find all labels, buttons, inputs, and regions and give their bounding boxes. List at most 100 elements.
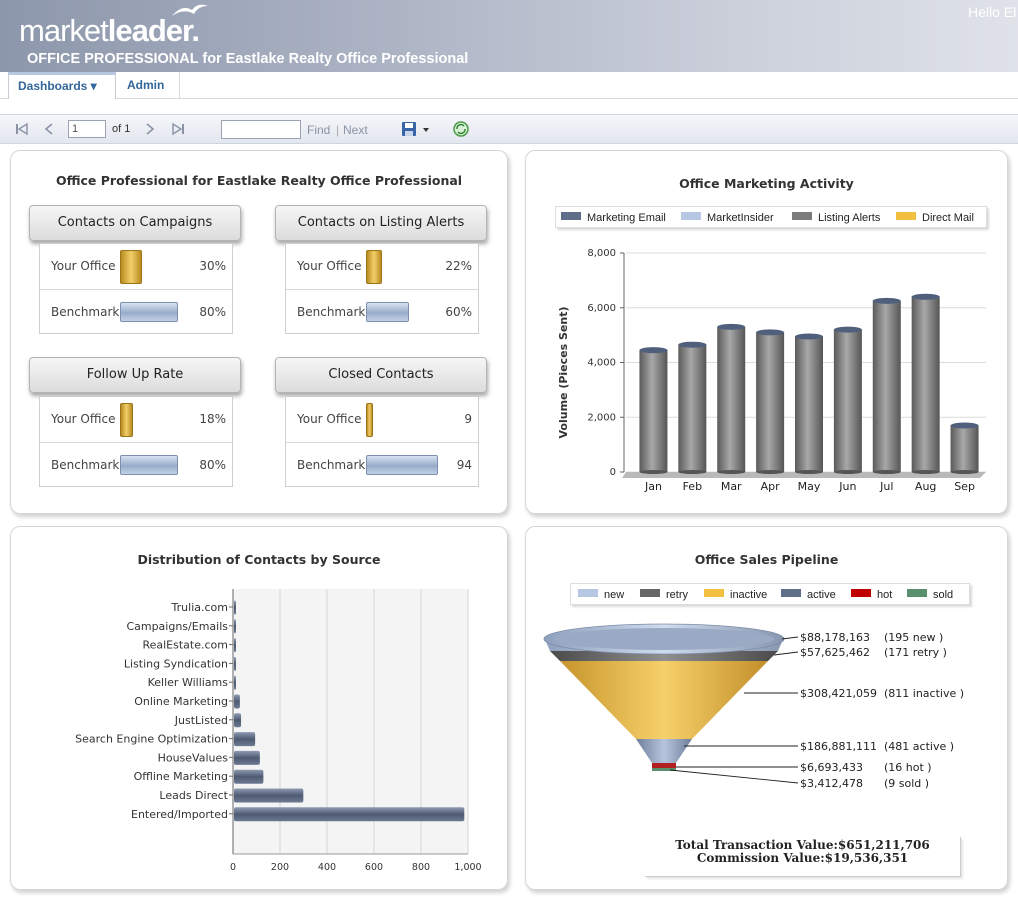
legend-swatch [781, 589, 801, 597]
your-office-bar [120, 403, 133, 437]
bar-cap [717, 323, 746, 330]
funnel-leader-line [669, 769, 799, 784]
page-number-input[interactable]: 1 [68, 120, 106, 138]
y-axis-title: Volume (Pieces Sent) [557, 307, 570, 439]
kpi-row-your-office: Your Office 30% [40, 244, 232, 289]
kpi-contacts-on-campaigns-button[interactable]: Contacts on Campaigns [29, 205, 241, 241]
bar-base [911, 470, 940, 474]
refresh-icon[interactable] [452, 120, 470, 138]
funnel-hot [652, 763, 676, 768]
y-tick-label: Trulia.com [171, 601, 228, 614]
legend-label: sold [933, 589, 954, 601]
kpi-closed-contacts-button[interactable]: Closed Contacts [275, 357, 487, 393]
funnel-count-label: (16 hot ) [884, 761, 932, 774]
legend-item: Listing Alerts [792, 212, 880, 224]
y-tick-label: 0 [610, 467, 616, 478]
bar [234, 713, 242, 728]
previous-page-icon[interactable] [44, 123, 54, 135]
x-tick-label: 800 [412, 862, 430, 873]
x-tick-label: 400 [318, 862, 336, 873]
your-office-label: Your Office [51, 259, 116, 273]
distribution-title: Distribution of Contacts by Source [137, 552, 381, 567]
x-tick-label: 0 [230, 862, 236, 873]
next-link[interactable]: Next [343, 123, 368, 137]
kpi-row-your-office: Your Office 18% [40, 397, 232, 442]
bar [950, 425, 979, 472]
benchmark-bar [366, 455, 438, 475]
bar [234, 600, 236, 615]
bar [678, 344, 707, 472]
kpi-panel: Office Professional for Eastlake Realty … [10, 150, 508, 514]
legend-label: inactive [730, 589, 768, 601]
legend-label: Marketing Email [587, 212, 666, 224]
bar [234, 788, 304, 803]
bar [639, 350, 668, 472]
sales-pipeline-title: Office Sales Pipeline [694, 552, 839, 567]
user-greeting[interactable]: Hello El [968, 4, 1017, 20]
bar-base [678, 470, 707, 474]
legend-label: new [604, 589, 625, 601]
bar [234, 656, 236, 671]
funnel-count-label: (481 active ) [884, 740, 954, 753]
find-link[interactable]: Find [307, 123, 331, 137]
kpi-row-your-office: Your Office 9 [286, 397, 478, 442]
y-tick-label: Search Engine Optimization [75, 733, 228, 746]
legend-item: hot [851, 589, 892, 601]
last-page-icon[interactable] [171, 123, 185, 135]
kpi-follow-up-rate-button[interactable]: Follow Up Rate [29, 357, 241, 393]
benchmark-bar [120, 455, 178, 475]
commission-row: Commission Value:$19,536,351 [645, 852, 960, 865]
bar-cap [911, 293, 940, 300]
marketing-legend: Marketing Email MarketInsider Listing Al… [555, 206, 987, 228]
find-text-input[interactable] [221, 120, 301, 139]
bar-cap [833, 326, 862, 333]
tab-admin[interactable]: Admin [118, 72, 180, 99]
marketing-activity-panel: Office Marketing Activity Marketing Emai… [525, 150, 1008, 514]
first-page-icon[interactable] [15, 123, 29, 135]
total-transaction-row: Total Transaction Value:$651,211,706 [645, 839, 960, 852]
y-tick-label: Keller Williams [148, 676, 229, 689]
funnel-amount-label: $6,693,433 [800, 761, 863, 774]
kpi-contacts-on-listing-alerts-box: Your Office 22% Benchmark 60% [285, 243, 479, 334]
x-tick-label: May [798, 480, 821, 493]
your-office-label: Your Office [297, 259, 362, 273]
bar-cap [756, 329, 785, 336]
y-tick-label: Listing Syndication [124, 657, 228, 670]
legend-item: Direct Mail [896, 212, 974, 224]
bar [756, 332, 785, 472]
funnel-amount-label: $3,412,478 [800, 777, 863, 790]
tab-dashboards[interactable]: Dashboards ▾ [8, 72, 116, 99]
app-header: marketleader. OFFICE PROFESSIONAL for Ea… [0, 0, 1018, 72]
next-page-icon[interactable] [145, 123, 155, 135]
kpi-row-your-office: Your Office 22% [286, 244, 478, 289]
bar [911, 296, 940, 472]
y-tick-label: Entered/Imported [131, 808, 228, 821]
funnel-inactive [560, 661, 768, 739]
pipeline-legend: new retry inactive active hot sold [570, 583, 970, 605]
legend-label: retry [666, 589, 688, 601]
marketing-activity-title: Office Marketing Activity [679, 176, 854, 191]
kpi-row-benchmark: Benchmark 60% [286, 289, 478, 334]
x-tick-label: Feb [683, 480, 702, 493]
logo-swoosh-icon [172, 4, 208, 17]
export-save-icon[interactable] [401, 121, 431, 137]
kpi-contacts-on-listing-alerts-button[interactable]: Contacts on Listing Alerts [275, 205, 487, 241]
legend-swatch [704, 589, 724, 597]
legend-item: Marketing Email [561, 212, 666, 224]
legend-swatch [907, 589, 927, 597]
bar [234, 638, 236, 653]
main-nav: Dashboards ▾ Admin [0, 72, 1018, 99]
commission-label: Commission Value: [696, 851, 825, 865]
y-tick-label: 4,000 [587, 358, 616, 369]
y-tick-label: Campaigns/Emails [126, 620, 228, 633]
bar [872, 300, 901, 472]
bar-base [756, 470, 785, 474]
bar-cap [678, 341, 707, 348]
x-tick-label: Jan [644, 480, 662, 493]
bar-base [639, 470, 668, 474]
x-tick-label: Sep [954, 480, 975, 493]
bar [234, 694, 240, 709]
bar-base [795, 470, 823, 474]
bar-cap [950, 422, 979, 429]
